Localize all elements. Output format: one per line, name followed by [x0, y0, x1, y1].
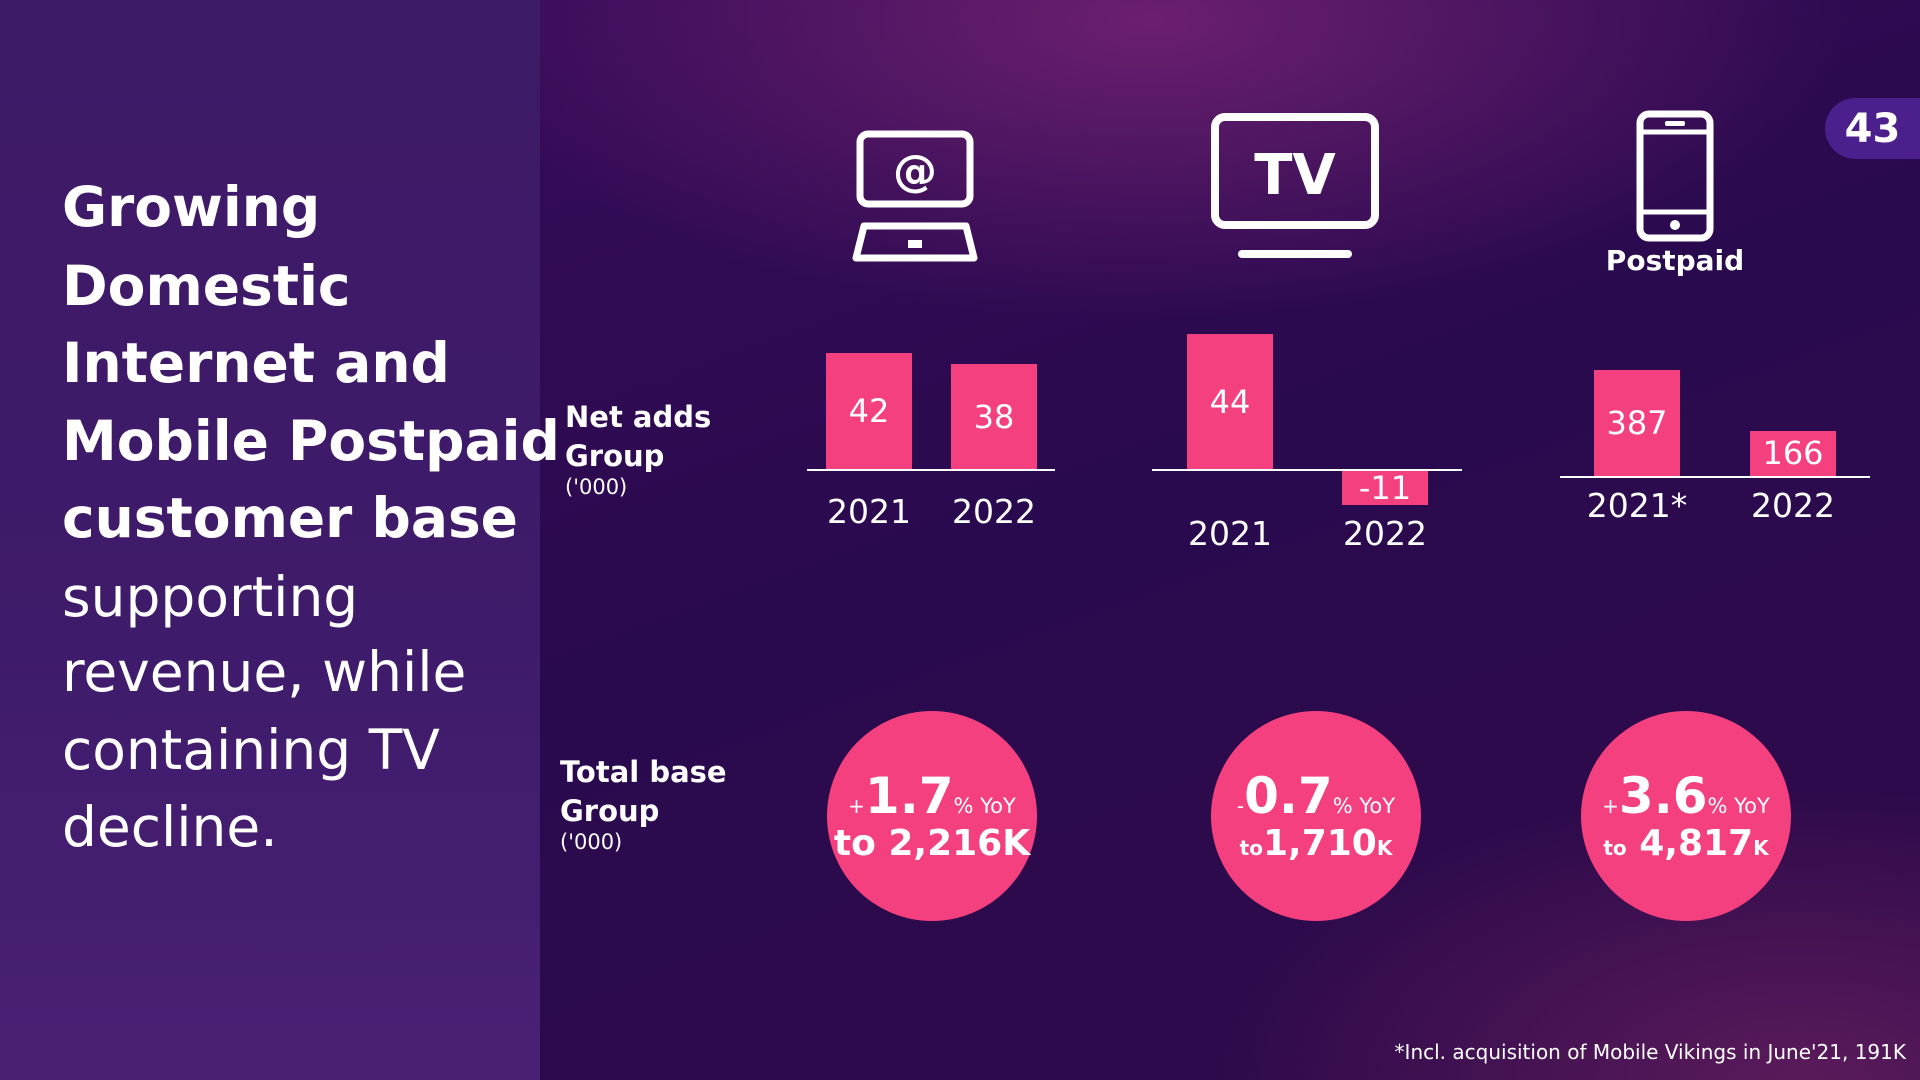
to-label: to	[1603, 835, 1627, 860]
bar-tv-2022: -11	[1342, 468, 1428, 507]
year-tick-label: 2021*	[1586, 486, 1688, 525]
laptop-at-icon: @	[852, 130, 978, 262]
pct-value: 1.7	[864, 766, 954, 825]
total-base-label: Total base Group ('000)	[560, 753, 727, 853]
yoy-label: % YoY	[953, 793, 1016, 818]
net-adds-unit: ('000)	[565, 475, 628, 499]
year-tick-label: 2022	[1751, 486, 1835, 525]
bar-value-label: 44	[1209, 382, 1251, 421]
total-base-unit: ('000)	[560, 830, 623, 854]
year-tick-label: 2021	[1188, 514, 1272, 553]
bar-tv-2021: 44	[1187, 334, 1273, 469]
total-base-group: Group	[560, 794, 660, 828]
total-value: 2,216K	[888, 822, 1031, 864]
total-line: to 4,817K	[1603, 822, 1769, 864]
footnote: *Incl. acquisition of Mobile Vikings in …	[1394, 1040, 1906, 1064]
chart-baseline	[1560, 476, 1870, 478]
phone-icon	[1636, 110, 1714, 242]
total-circle-postpaid: +3.6% YoY to 4,817K	[1581, 711, 1791, 921]
to-label: to	[833, 822, 876, 864]
title-line: revenue, while	[62, 640, 467, 704]
at-sign: @	[893, 146, 937, 197]
title-line: decline.	[62, 795, 278, 859]
sign: -	[1236, 793, 1245, 818]
title-line: Internet and	[62, 331, 450, 395]
total-value: 4,817	[1639, 822, 1754, 864]
unit: K	[1376, 835, 1393, 860]
year-tick-label: 2022	[952, 492, 1036, 531]
tv-icon: TV	[1211, 113, 1379, 258]
title-line: Domestic	[62, 254, 351, 318]
bar-value-label: 42	[848, 392, 890, 430]
chart-baseline	[1152, 469, 1462, 471]
to-label: to	[1239, 835, 1263, 860]
bar-postpaid-2022: 166	[1750, 430, 1836, 476]
chart-baseline	[807, 469, 1055, 471]
total-base-text: Total base	[560, 755, 727, 789]
title-line: Growing	[62, 175, 321, 239]
pct-value: 0.7	[1244, 766, 1333, 825]
page-number-badge: 43	[1825, 98, 1920, 159]
total-line: to1,710K	[1239, 822, 1393, 864]
total-line: to 2,216K	[833, 822, 1031, 864]
bar-value-label: 387	[1606, 404, 1668, 442]
net-adds-text: Net adds	[565, 400, 712, 434]
bar-value-label: 38	[973, 397, 1015, 436]
total-circle-tv: -0.7% YoY to1,710K	[1211, 711, 1421, 921]
sign: +	[848, 793, 865, 818]
pct-value: 3.6	[1618, 766, 1708, 825]
yoy-line: -0.7% YoY	[1236, 766, 1396, 825]
tv-text: TV	[1254, 143, 1336, 208]
postpaid-label: Postpaid	[1605, 244, 1745, 277]
title-line: supporting	[62, 565, 359, 629]
title-line: customer base	[62, 486, 518, 550]
yoy-label: % YoY	[1707, 793, 1770, 818]
title-line: containing TV	[62, 718, 440, 782]
title-line: Mobile Postpaid	[62, 409, 560, 473]
year-tick-label: 2021	[827, 492, 911, 531]
yoy-label: % YoY	[1332, 793, 1396, 818]
bar-value-label: 166	[1762, 434, 1824, 473]
bar-internet-2022: 38	[951, 364, 1037, 469]
sign: +	[1602, 793, 1619, 818]
bar-postpaid-2021: 387	[1594, 370, 1680, 476]
yoy-line: +3.6% YoY	[1602, 766, 1770, 825]
bar-value-label: -11	[1358, 468, 1412, 507]
year-tick-label: 2022	[1343, 514, 1427, 553]
bar-internet-2021: 42	[826, 353, 912, 469]
net-adds-label: Net adds Group ('000)	[565, 398, 711, 498]
total-value: 1,710	[1262, 822, 1377, 864]
total-circle-internet: +1.7% YoY to 2,216K	[827, 711, 1037, 921]
unit: K	[1753, 835, 1769, 860]
yoy-line: +1.7% YoY	[848, 766, 1016, 825]
title-panel	[0, 0, 540, 1080]
net-adds-group: Group	[565, 439, 665, 473]
